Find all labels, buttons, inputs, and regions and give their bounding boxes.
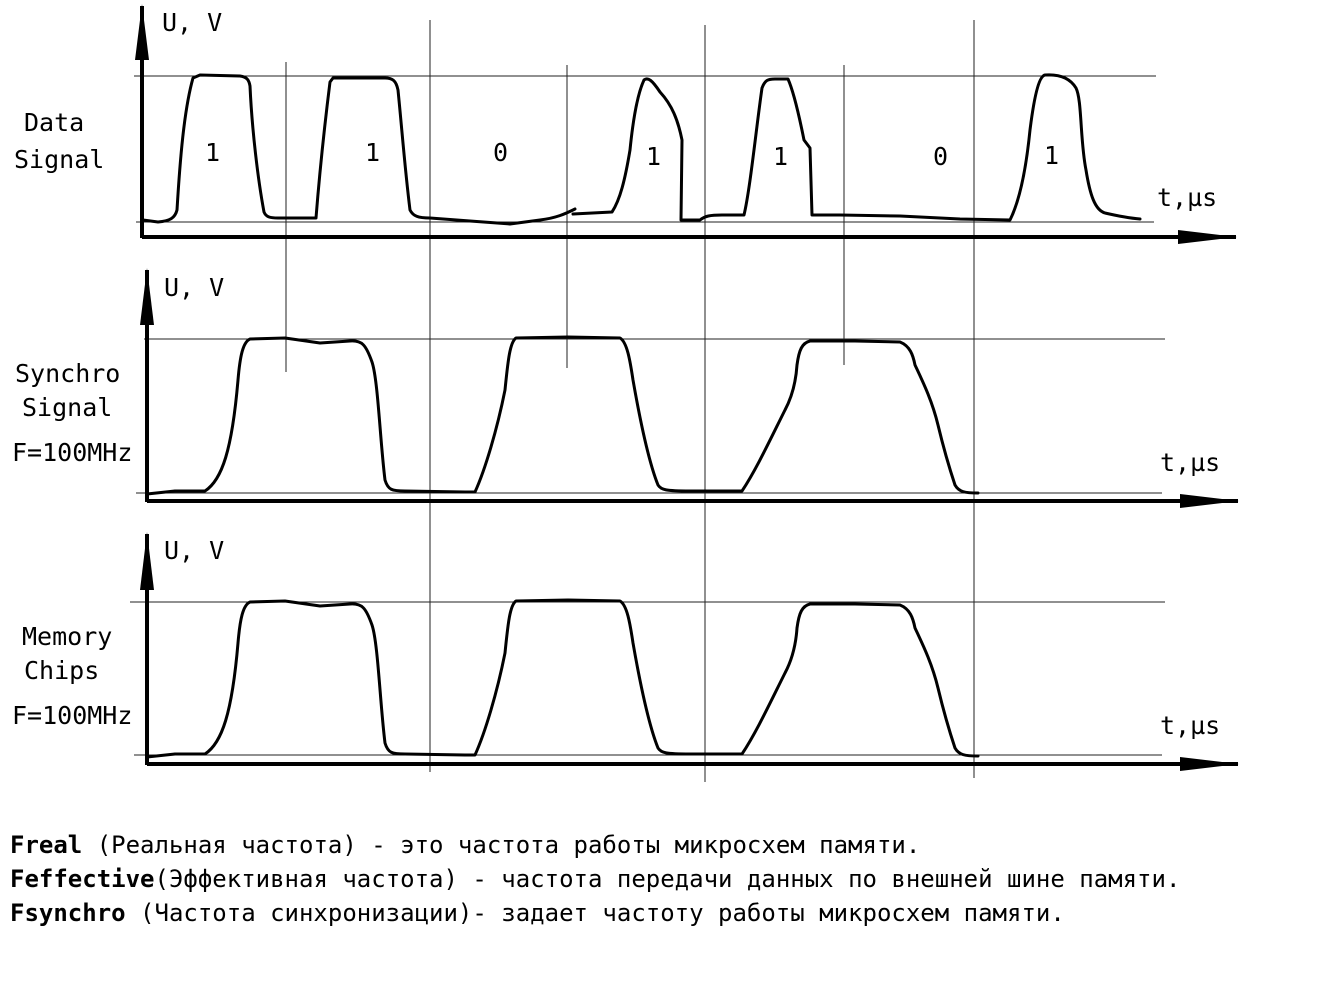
x-axis-label: t,µs — [1160, 448, 1221, 477]
y-axis-label: U, V — [162, 8, 223, 37]
term: Freal — [10, 831, 83, 859]
synchro-signal-waveform — [145, 335, 980, 496]
data-signal-waveform — [141, 73, 1142, 226]
panel-frequency: F=100MHz — [12, 701, 133, 730]
panel-data-signal — [134, 4, 1237, 244]
bit-label: 1 — [1044, 141, 1060, 170]
memory-chips-waveform — [145, 598, 980, 759]
bit-label: 1 — [646, 142, 662, 171]
panel-memory-chips — [130, 532, 1239, 771]
y-axis-label: U, V — [164, 536, 225, 565]
y-axis-arrowhead — [135, 4, 149, 60]
x-axis-label: t,µs — [1157, 183, 1218, 212]
panel-name-line: Signal — [22, 393, 113, 422]
bit-label: 1 — [365, 138, 381, 167]
definition-freal: Freal (Реальная частота) - это частота р… — [10, 828, 1180, 862]
x-axis-arrowhead — [1180, 494, 1239, 508]
bit-label: 1 — [773, 142, 789, 171]
term: Feffective — [10, 865, 155, 893]
panel-frequency: F=100MHz — [12, 438, 133, 467]
panel-name-line: Chips — [24, 656, 100, 685]
bit-label: 1 — [205, 138, 221, 167]
definition-feffective: Feffective(Эффективная частота) - частот… — [10, 862, 1180, 896]
panel-name-line: Signal — [14, 145, 105, 174]
y-axis-arrowhead — [140, 268, 154, 325]
panel-name-line: Synchro — [15, 359, 121, 388]
time-gridlines — [285, 20, 975, 782]
x-axis-arrowhead — [1178, 230, 1237, 244]
term: Fsynchro — [10, 899, 126, 927]
bit-label: 0 — [493, 138, 509, 167]
x-axis-arrowhead — [1180, 757, 1239, 771]
y-axis-label: U, V — [164, 273, 225, 302]
definition-fsynchro: Fsynchro (Частота синхронизации)- задает… — [10, 896, 1180, 930]
x-axis-label: t,µs — [1160, 711, 1221, 740]
panel-name-line: Memory — [22, 622, 113, 651]
panel-name-line: Data — [24, 108, 85, 137]
definition-text: (Частота синхронизации)- задает частоту … — [125, 899, 1065, 927]
bit-label: 0 — [933, 142, 949, 171]
panel-synchro-signal — [136, 268, 1239, 508]
definitions: Freal (Реальная частота) - это частота р… — [10, 828, 1180, 930]
definition-text: (Эффективная частота) - частота передачи… — [154, 865, 1181, 893]
definition-text: (Реальная частота) - это частота работы … — [82, 831, 921, 859]
y-axis-arrowhead — [140, 532, 154, 590]
